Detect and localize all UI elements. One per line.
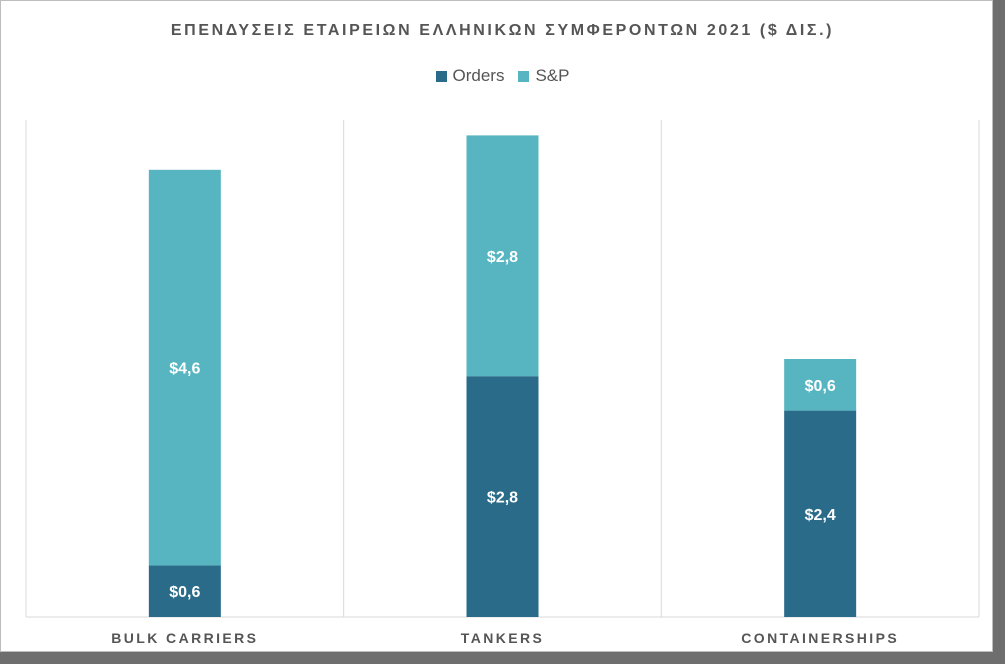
data-label-s-p: $2,8 bbox=[487, 249, 518, 266]
data-label-orders: $2,4 bbox=[805, 507, 836, 524]
legend-item-sp: S&P bbox=[518, 66, 570, 86]
legend-swatch-orders bbox=[435, 70, 447, 82]
x-tick-label: CONTAINERSHIPS bbox=[741, 630, 899, 646]
legend: Orders S&P bbox=[0, 66, 1005, 86]
legend-label-orders: Orders bbox=[452, 66, 505, 85]
data-label-orders: $2,8 bbox=[487, 490, 518, 507]
x-tick-label: BULK CARRIERS bbox=[111, 630, 258, 646]
bar-s-p bbox=[784, 359, 857, 411]
legend-label-sp: S&P bbox=[535, 66, 570, 85]
bar-s-p bbox=[148, 169, 221, 566]
bar-orders bbox=[148, 565, 221, 617]
data-label-s-p: $0,6 bbox=[805, 378, 836, 395]
data-label-orders: $0,6 bbox=[169, 584, 200, 601]
chart-title: ΕΠΕΝΔΥΣΕΙΣ ΕΤΑΙΡΕΙΩΝ ΕΛΛΗΝΙΚΩΝ ΣΥΜΦΕΡΟΝΤ… bbox=[170, 22, 835, 39]
legend-item-orders: Orders bbox=[435, 66, 505, 86]
data-label-s-p: $4,6 bbox=[169, 361, 200, 378]
x-tick-label: TANKERS bbox=[461, 630, 544, 646]
bar-s-p bbox=[466, 135, 539, 377]
bar-orders bbox=[784, 410, 857, 617]
legend-swatch-sp bbox=[518, 70, 530, 82]
bar-orders bbox=[466, 376, 539, 617]
